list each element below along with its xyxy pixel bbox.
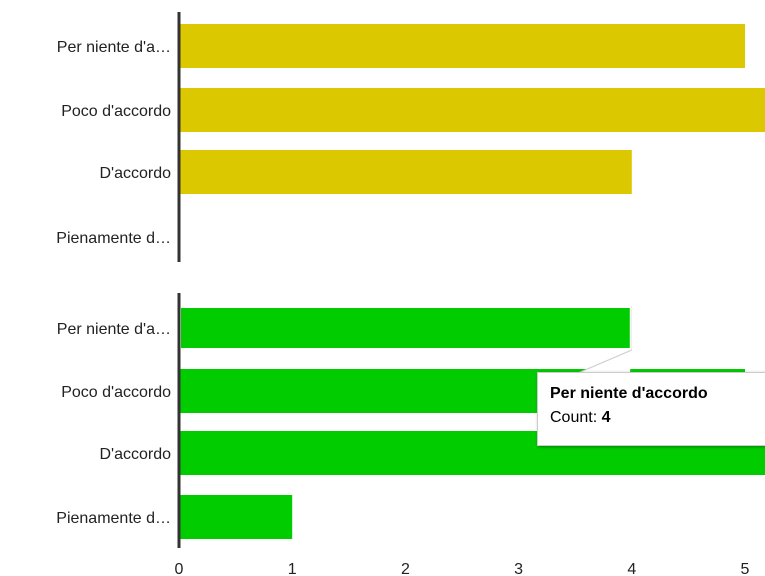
category-label: Poco d'accordo — [61, 103, 171, 120]
tooltip-count-value: 4 — [601, 409, 611, 426]
x-tick-label: 2 — [401, 561, 410, 576]
category-label: Pienamente d… — [56, 230, 171, 247]
category-label: Per niente d'a… — [57, 321, 171, 338]
tooltip-count-label: Count: — [550, 409, 598, 426]
category-label: Pienamente d… — [56, 510, 171, 527]
bar-1-3[interactable] — [179, 150, 632, 194]
tooltip-pointer — [577, 349, 632, 374]
x-tick-label: 3 — [514, 561, 523, 576]
bar-2-1[interactable] — [179, 306, 632, 350]
x-tick-label: 1 — [288, 561, 297, 576]
bar-1-2[interactable] — [179, 88, 765, 132]
category-label: D'accordo — [99, 446, 171, 463]
chart-1: Per niente d'a… Poco d'accordo D'accordo Pi… — [56, 12, 765, 262]
x-tick-label: 4 — [627, 561, 636, 576]
bar-2-4[interactable] — [179, 495, 293, 539]
chart-tooltip: Per niente d'accordo Count: 4 — [537, 372, 765, 446]
category-label: Per niente d'a… — [57, 39, 171, 56]
bar-1-1[interactable] — [179, 24, 745, 68]
category-label: D'accordo — [99, 165, 171, 182]
category-label: Poco d'accordo — [61, 384, 171, 401]
x-tick-label: 0 — [175, 561, 184, 576]
x-tick-label: 5 — [741, 561, 750, 576]
tooltip-title: Per niente d'accordo — [550, 385, 708, 402]
